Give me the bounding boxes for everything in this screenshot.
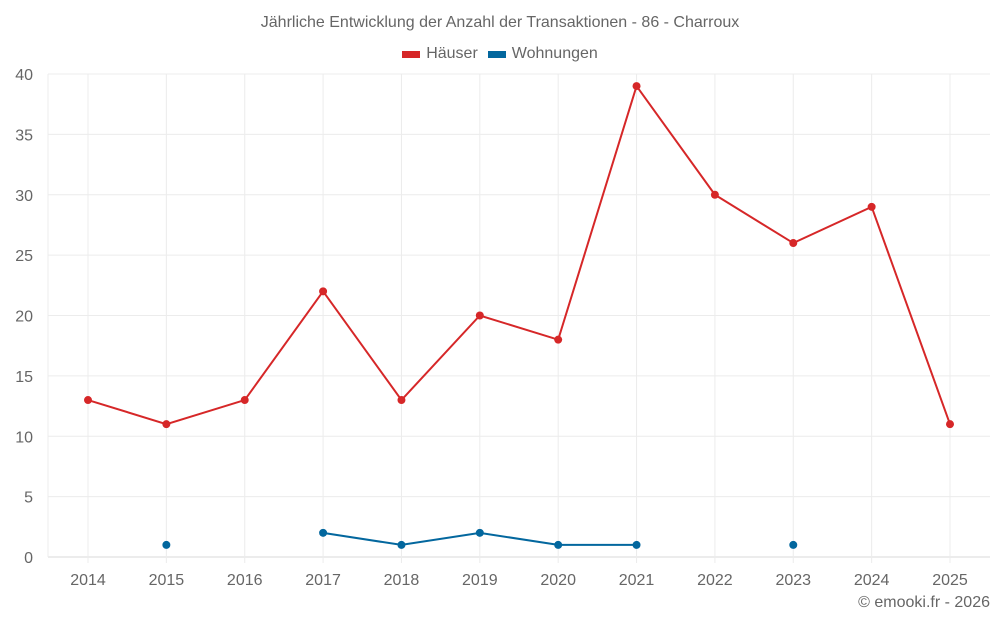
data-point[interactable] [162,420,171,429]
x-tick-label: 2022 [697,572,733,589]
x-tick-label: 2016 [227,572,263,589]
y-tick-label: 5 [24,490,33,507]
data-point[interactable] [475,528,484,537]
data-point[interactable] [319,287,328,296]
data-point[interactable] [867,202,876,211]
y-tick-label: 25 [15,248,33,265]
y-tick-label: 0 [24,550,33,567]
series-layer [84,82,954,549]
x-tick-label: 2023 [775,572,811,589]
y-tick-label: 30 [15,188,33,205]
chart-title: Jährliche Entwicklung der Anzahl der Tra… [260,14,740,31]
data-point[interactable] [710,190,719,199]
x-tick-label: 2015 [149,572,185,589]
data-point[interactable] [554,335,563,344]
y-tick-label: 15 [15,369,33,386]
data-point[interactable] [789,239,798,248]
data-point[interactable] [162,540,171,549]
series-line [87,83,951,426]
legend-item-haeuser[interactable]: Häuser [402,45,478,63]
chart-legend: Häuser Wohnungen [0,45,1000,63]
data-point[interactable] [632,540,641,549]
x-tick-label: 2019 [462,572,498,589]
data-point[interactable] [475,311,484,320]
data-point[interactable] [84,396,92,405]
data-point[interactable] [397,396,406,405]
y-tick-label: 10 [15,429,33,446]
x-tick-label: 2024 [854,572,890,589]
data-point[interactable] [789,540,798,549]
y-axis: 0 5 10 15 20 25 30 35 40 [15,67,33,567]
data-point[interactable] [397,540,406,549]
legend-label-wohnungen: Wohnungen [511,45,598,62]
legend-swatch-haeuser [402,50,421,58]
data-point[interactable] [946,420,954,429]
data-point[interactable] [632,82,641,91]
legend-label-haeuser: Häuser [426,45,478,62]
data-point[interactable] [240,396,249,405]
series-häuser [84,82,954,429]
grid-lines [47,73,990,563]
x-tick-label: 2020 [540,572,576,589]
legend-item-wohnungen[interactable]: Wohnungen [487,45,598,63]
x-tick-label: 2018 [384,572,420,589]
legend-swatch-wohnungen [487,50,506,58]
y-tick-label: 35 [15,127,33,144]
data-point[interactable] [319,528,328,537]
y-tick-label: 40 [15,67,33,84]
series-wohnungen [162,528,798,549]
x-tick-label: 2021 [619,572,655,589]
x-tick-label: 2017 [305,572,341,589]
x-tick-label: 2025 [932,572,968,589]
x-axis: 2014 2015 2016 2017 2018 2019 2020 2021 2022 2023… [70,572,968,589]
x-tick-label: 2014 [70,572,106,589]
data-point[interactable] [554,540,563,549]
y-tick-label: 20 [15,309,33,326]
copyright-text: © emooki.fr - 2026 [858,594,990,611]
